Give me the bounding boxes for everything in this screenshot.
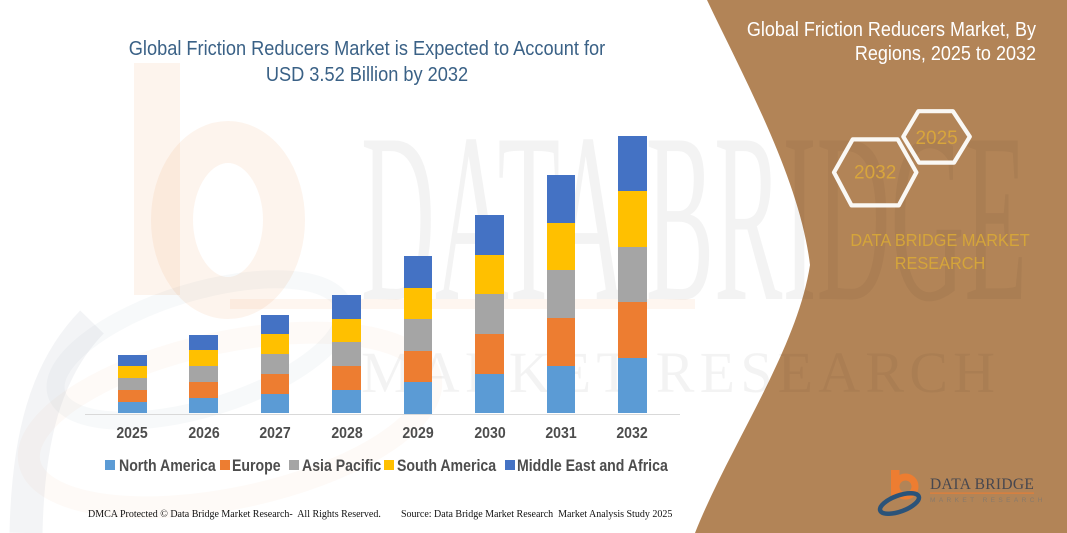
svg-text:MARKET RESEARCH: MARKET RESEARCH (930, 497, 1046, 504)
svg-text:DATA BRIDGE: DATA BRIDGE (930, 476, 1034, 493)
svg-text:2032: 2032 (854, 162, 896, 183)
svg-text:MARKET RESEARCH: MARKET RESEARCH (361, 340, 995, 405)
svg-text:2025: 2025 (915, 128, 957, 149)
